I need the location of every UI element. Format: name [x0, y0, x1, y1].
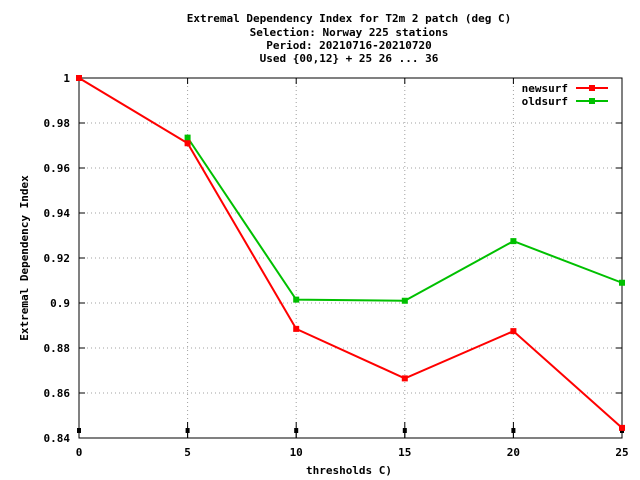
data-point-newsurf: [184, 140, 191, 147]
chart-title: Extremal Dependency Index for T2m 2 patc…: [187, 12, 512, 65]
y-tick-label: 0.96: [44, 162, 71, 175]
data-point-oldsurf: [293, 296, 300, 303]
data-point-oldsurf: [184, 134, 191, 141]
x-tick-label: 25: [615, 446, 628, 459]
x-axis-label: thresholds C): [306, 464, 392, 477]
series-oldsurf: [184, 134, 625, 304]
y-tick-label: 0.94: [44, 207, 71, 220]
y-tick-label: 1: [63, 72, 70, 85]
series-line-newsurf: [78, 77, 623, 429]
series-newsurf: [76, 75, 625, 431]
bottom-marker-point: [294, 428, 299, 433]
series-layer: [76, 75, 625, 438]
y-tick-label: 0.84: [44, 432, 71, 445]
x-tick-label: 20: [507, 446, 520, 459]
title-line-4: Used {00,12} + 25 26 ... 36: [260, 52, 439, 65]
data-point-newsurf: [510, 328, 517, 335]
bottom-marker-point: [511, 428, 516, 433]
x-tick-label: 5: [184, 446, 191, 459]
title-line-1: Extremal Dependency Index for T2m 2 patc…: [187, 12, 512, 25]
x-tick-label: 10: [290, 446, 303, 459]
legend-label-oldsurf: oldsurf: [522, 95, 568, 108]
y-tick-label: 0.98: [44, 117, 71, 130]
bottom-marker-point: [402, 428, 407, 433]
data-point-newsurf: [401, 375, 408, 382]
x-tick-label: 15: [398, 446, 411, 459]
data-point-oldsurf: [510, 238, 517, 245]
plot-frame: [78, 77, 623, 439]
data-point-oldsurf: [401, 297, 408, 304]
data-point-newsurf: [76, 75, 82, 81]
data-point-newsurf: [293, 325, 300, 332]
data-point-oldsurf: [619, 279, 625, 286]
y-tick-label: 0.88: [44, 342, 71, 355]
y-tick-label: 0.92: [44, 252, 71, 265]
x-tick-label: 0: [76, 446, 83, 459]
bottom-marker-point: [77, 428, 81, 433]
title-line-3: Period: 20210716-20210720: [266, 39, 432, 52]
bottom-marker-point: [185, 428, 190, 433]
grid: [78, 77, 623, 439]
y-tick-label: 0.9: [50, 297, 70, 310]
y-tick-label: 0.86: [44, 387, 71, 400]
title-line-2: Selection: Norway 225 stations: [250, 26, 449, 39]
legend-marker-newsurf: [589, 85, 595, 91]
legend-marker-oldsurf: [589, 98, 595, 104]
y-axis-label: Extremal Dependency Index: [18, 175, 31, 341]
legend-label-newsurf: newsurf: [522, 82, 568, 95]
data-point-newsurf: [619, 424, 625, 431]
